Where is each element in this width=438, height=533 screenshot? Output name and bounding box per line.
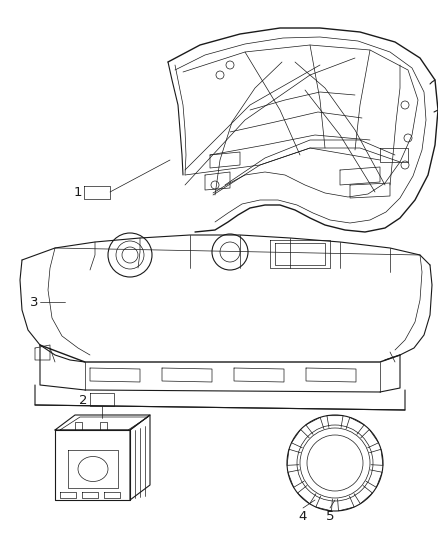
Text: 5: 5 xyxy=(326,510,334,523)
Text: 1: 1 xyxy=(74,187,82,199)
Text: 4: 4 xyxy=(299,510,307,523)
Text: 2: 2 xyxy=(80,393,88,407)
Text: 3: 3 xyxy=(29,295,38,309)
